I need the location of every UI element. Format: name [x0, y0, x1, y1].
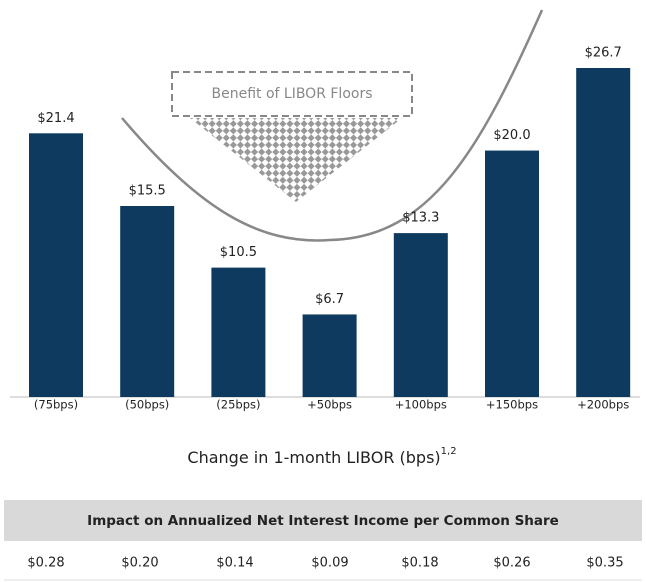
bar: [302, 314, 357, 397]
bar: [485, 150, 539, 397]
bar: [120, 206, 175, 397]
value-label: $21.4: [37, 111, 74, 126]
annotation: Benefit of LIBOR Floors: [211, 86, 372, 102]
value-label: $13.3: [402, 211, 439, 226]
table-cell: $0.18: [401, 556, 438, 571]
x-axis-title: Change in 1-month LIBOR (bps)1,2: [187, 446, 456, 467]
x-tick-label: +150bps: [486, 398, 538, 412]
table-cell: $0.28: [27, 556, 64, 571]
x-axis-title-text: Change in 1-month LIBOR (bps): [187, 448, 440, 467]
value-label: $10.5: [220, 245, 257, 260]
table-header-bg: [4, 500, 642, 542]
value-label: $26.7: [585, 46, 622, 61]
bar: [211, 267, 266, 397]
bar: [29, 133, 83, 397]
value-label: $6.7: [315, 292, 344, 307]
x-tick-label: +200bps: [577, 398, 629, 412]
table-cell: $0.14: [216, 556, 253, 571]
x-axis-title-superscript: 1,2: [441, 446, 457, 457]
curve: [121, 9, 544, 242]
value-label: $15.5: [129, 184, 166, 199]
annotation-box: [171, 71, 413, 117]
x-tick-label: (50bps): [125, 398, 169, 412]
value-label: $20.0: [493, 128, 530, 143]
table-cell: $0.35: [586, 556, 623, 571]
table-cell: $0.20: [121, 556, 158, 571]
table-header: Impact on Annualized Net Interest Income…: [87, 513, 559, 529]
x-tick-label: (75bps): [34, 398, 78, 412]
bar: [576, 68, 631, 397]
table-cell: $0.26: [493, 556, 530, 571]
checker-triangle: [190, 118, 402, 202]
x-tick-label: +50bps: [307, 398, 352, 412]
bar: [393, 233, 448, 397]
x-tick-label: +100bps: [395, 398, 447, 412]
table-cell: $0.09: [311, 556, 348, 571]
x-tick-label: (25bps): [216, 398, 260, 412]
